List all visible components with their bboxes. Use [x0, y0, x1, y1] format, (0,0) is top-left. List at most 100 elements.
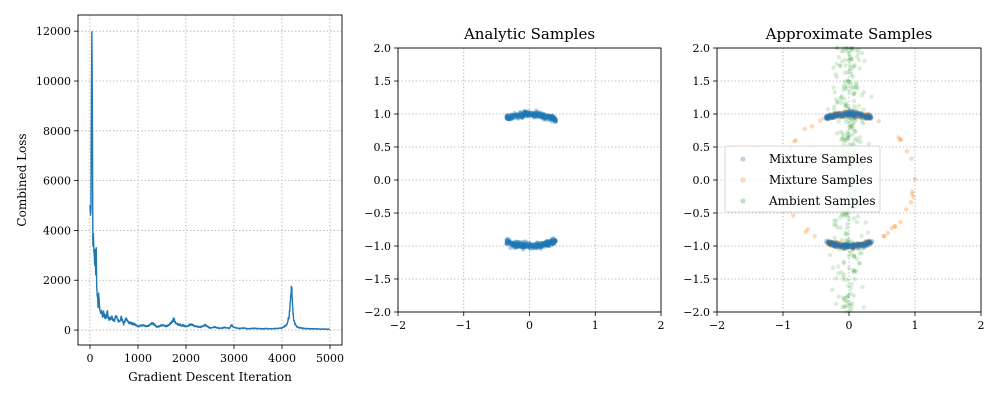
scatter-point: [507, 116, 513, 121]
scatter-point: [526, 245, 532, 250]
scatter-point: [541, 242, 546, 247]
scatter-point: [861, 241, 867, 246]
scatter-point: [861, 113, 866, 119]
scatter-point: [831, 65, 836, 70]
scatter-point: [534, 243, 539, 248]
scatter-point: [841, 245, 847, 250]
scatter-point: [859, 243, 864, 248]
scatter-point: [508, 239, 514, 245]
scatter-point: [538, 113, 543, 118]
scatter-point: [830, 240, 835, 246]
scatter-point: [842, 243, 847, 249]
scatter-point: [849, 243, 854, 248]
scatter-point: [533, 245, 538, 250]
scatter-point: [825, 115, 831, 121]
scatter-point: [864, 242, 870, 247]
scatter-point: [836, 111, 841, 117]
scatter-point: [546, 242, 551, 248]
scatter-point: [536, 111, 542, 117]
scatter-point: [848, 243, 853, 249]
scatter-point: [842, 70, 848, 75]
scatter-point: [833, 112, 838, 118]
scatter-point: [508, 241, 513, 246]
axes-frame-1: [397, 47, 662, 313]
scatter-point: [550, 241, 555, 246]
scatter-point: [858, 243, 863, 249]
scatter-point: [855, 113, 860, 118]
scatter-point: [549, 116, 554, 121]
scatter-point: [866, 243, 871, 248]
scatter-point: [844, 242, 849, 247]
scatter-point: [854, 113, 859, 118]
scatter-point: [856, 242, 861, 248]
scatter-point: [540, 113, 545, 119]
y-tick-label: −2.0: [683, 306, 710, 319]
scatter-point: [830, 115, 835, 120]
scatter-point: [865, 240, 870, 246]
scatter-point: [532, 111, 537, 116]
scatter-point: [513, 113, 518, 118]
scatter-point: [510, 241, 515, 246]
scatter-point: [842, 245, 847, 251]
scatter-point: [844, 110, 850, 115]
scatter-point: [854, 136, 859, 141]
scatter-point: [518, 110, 523, 115]
scatter-point: [522, 243, 527, 248]
scatter-point: [844, 112, 849, 117]
scatter-point: [865, 242, 870, 247]
scatter-point: [522, 244, 528, 250]
scatter-point: [835, 114, 840, 119]
scatter-point: [543, 115, 548, 121]
scatter-point: [538, 244, 544, 249]
scatter-point: [516, 113, 522, 118]
scatter-point: [848, 112, 853, 118]
scatter-point: [851, 242, 857, 247]
scatter-point: [847, 110, 852, 116]
scatter-point: [847, 243, 852, 248]
scatter-point: [843, 111, 849, 116]
scatter-point: [827, 113, 833, 119]
scatter-point: [544, 238, 549, 244]
scatter-point: [851, 270, 856, 275]
scatter-point: [541, 113, 546, 118]
scatter-point: [892, 223, 898, 229]
scatter-point: [847, 120, 852, 125]
scatter-point: [845, 113, 850, 118]
scatter-point: [839, 100, 844, 105]
scatter-point: [548, 240, 554, 245]
scatter-point: [837, 242, 843, 247]
y-axis-label: Combined Loss: [15, 133, 29, 226]
scatter-point: [529, 113, 534, 118]
scatter-point: [832, 90, 837, 95]
scatter-point: [520, 243, 526, 249]
scatter-point: [859, 242, 865, 247]
scatter-point: [849, 111, 855, 116]
scatter-point: [859, 242, 864, 247]
scatter-point: [845, 112, 850, 118]
scatter-point: [841, 244, 847, 249]
scatter-point: [825, 115, 831, 121]
scatter-point: [527, 245, 533, 250]
scatter-point: [538, 244, 543, 249]
scatter-point: [839, 270, 844, 275]
scatter-point: [847, 243, 852, 248]
scatter-point: [841, 242, 846, 248]
scatter-point: [859, 242, 864, 247]
scatter-point: [826, 240, 832, 246]
scatter-point: [521, 244, 526, 249]
scatter-point: [842, 244, 848, 249]
scatter-point: [861, 112, 866, 118]
scatter-point: [513, 239, 519, 244]
scatter-point: [867, 114, 872, 119]
scatter-point: [859, 111, 864, 116]
scatter-point: [847, 108, 852, 114]
scatter-point: [551, 117, 557, 122]
scatter-point: [827, 239, 833, 245]
scatter-point: [856, 58, 862, 63]
scatter-point: [843, 244, 848, 249]
scatter-point: [865, 113, 870, 119]
scatter-point: [857, 112, 862, 118]
scatter-point: [522, 243, 528, 249]
scatter-point: [817, 118, 823, 124]
scatter-point: [842, 242, 847, 248]
